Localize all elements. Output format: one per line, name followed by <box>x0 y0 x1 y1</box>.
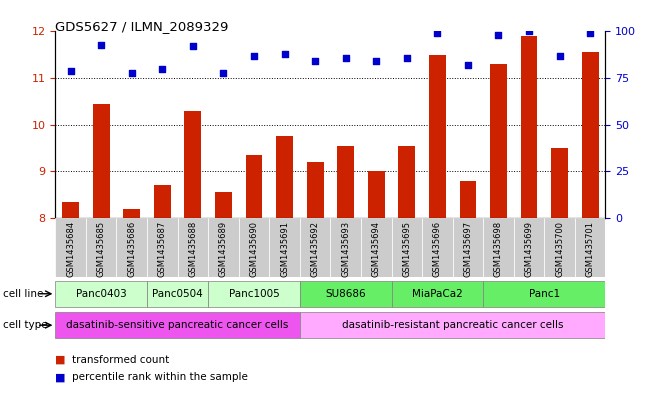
Text: Panc0504: Panc0504 <box>152 289 203 299</box>
Bar <box>300 218 330 277</box>
Bar <box>307 162 324 218</box>
Point <box>249 53 259 59</box>
Bar <box>460 181 477 218</box>
Point <box>432 30 443 37</box>
Text: Panc1005: Panc1005 <box>229 289 279 299</box>
Text: GSM1435698: GSM1435698 <box>494 221 503 277</box>
Bar <box>368 171 385 218</box>
Bar <box>330 218 361 277</box>
Text: MiaPaCa2: MiaPaCa2 <box>412 289 463 299</box>
Bar <box>270 218 300 277</box>
Bar <box>514 218 544 277</box>
Bar <box>398 146 415 218</box>
Text: GSM1435695: GSM1435695 <box>402 221 411 277</box>
Bar <box>391 281 483 307</box>
Bar <box>276 136 293 218</box>
Bar <box>215 193 232 218</box>
Text: GSM1435690: GSM1435690 <box>249 221 258 277</box>
Bar <box>361 218 391 277</box>
Bar <box>93 104 109 218</box>
Bar <box>208 281 300 307</box>
Bar <box>245 155 262 218</box>
Bar <box>55 281 147 307</box>
Bar <box>490 64 507 218</box>
Text: ■: ■ <box>55 354 66 365</box>
Point <box>126 69 137 75</box>
Text: cell type: cell type <box>3 320 48 331</box>
Text: dasatinib-resistant pancreatic cancer cells: dasatinib-resistant pancreatic cancer ce… <box>342 320 563 330</box>
Text: GSM1435685: GSM1435685 <box>97 221 105 277</box>
Text: Panc1: Panc1 <box>529 289 560 299</box>
Text: GSM1435694: GSM1435694 <box>372 221 381 277</box>
Point <box>310 58 320 64</box>
Text: GSM1435689: GSM1435689 <box>219 221 228 277</box>
Bar <box>575 218 605 277</box>
Bar <box>86 218 117 277</box>
Text: SU8686: SU8686 <box>326 289 366 299</box>
Point <box>524 28 534 35</box>
Bar <box>337 146 354 218</box>
Text: cell line: cell line <box>3 289 44 299</box>
Bar <box>300 281 391 307</box>
Bar <box>178 218 208 277</box>
Point <box>371 58 381 64</box>
Bar <box>551 148 568 218</box>
Text: GSM1435688: GSM1435688 <box>188 221 197 277</box>
Text: ■: ■ <box>55 372 66 382</box>
Point <box>187 43 198 50</box>
Bar <box>521 36 538 218</box>
Text: dasatinib-sensitive pancreatic cancer cells: dasatinib-sensitive pancreatic cancer ce… <box>66 320 289 330</box>
Bar <box>483 218 514 277</box>
Text: GSM1435701: GSM1435701 <box>586 221 594 277</box>
Text: GSM1435693: GSM1435693 <box>341 221 350 277</box>
Point <box>279 51 290 57</box>
Bar <box>483 281 605 307</box>
Bar <box>147 281 208 307</box>
Bar <box>391 218 422 277</box>
Bar <box>154 185 171 218</box>
Text: GSM1435691: GSM1435691 <box>280 221 289 277</box>
Text: GSM1435699: GSM1435699 <box>525 221 534 277</box>
Bar <box>429 55 446 218</box>
Bar <box>452 218 483 277</box>
Text: percentile rank within the sample: percentile rank within the sample <box>72 372 247 382</box>
Bar <box>184 111 201 218</box>
Point <box>340 55 351 61</box>
Point <box>585 30 596 37</box>
Text: GSM1435684: GSM1435684 <box>66 221 75 277</box>
Bar <box>147 218 178 277</box>
Bar <box>300 312 605 338</box>
Text: GSM1435697: GSM1435697 <box>464 221 473 277</box>
Bar <box>55 312 300 338</box>
Text: GSM1435692: GSM1435692 <box>311 221 320 277</box>
Text: GSM1435696: GSM1435696 <box>433 221 442 277</box>
Point <box>218 69 229 75</box>
Point <box>555 53 565 59</box>
Point <box>157 66 167 72</box>
Text: transformed count: transformed count <box>72 354 169 365</box>
Bar <box>544 218 575 277</box>
Text: GSM1435686: GSM1435686 <box>127 221 136 277</box>
Bar <box>208 218 239 277</box>
Bar <box>239 218 270 277</box>
Bar <box>62 202 79 218</box>
Text: Panc0403: Panc0403 <box>76 289 126 299</box>
Text: GSM1435700: GSM1435700 <box>555 221 564 277</box>
Bar <box>123 209 140 218</box>
Bar <box>582 52 598 218</box>
Point <box>402 55 412 61</box>
Point <box>96 41 106 48</box>
Text: GDS5627 / ILMN_2089329: GDS5627 / ILMN_2089329 <box>55 20 229 33</box>
Text: GSM1435687: GSM1435687 <box>158 221 167 277</box>
Point <box>493 32 504 39</box>
Bar <box>422 218 452 277</box>
Point <box>463 62 473 68</box>
Bar <box>55 218 86 277</box>
Bar <box>117 218 147 277</box>
Point <box>65 68 76 74</box>
